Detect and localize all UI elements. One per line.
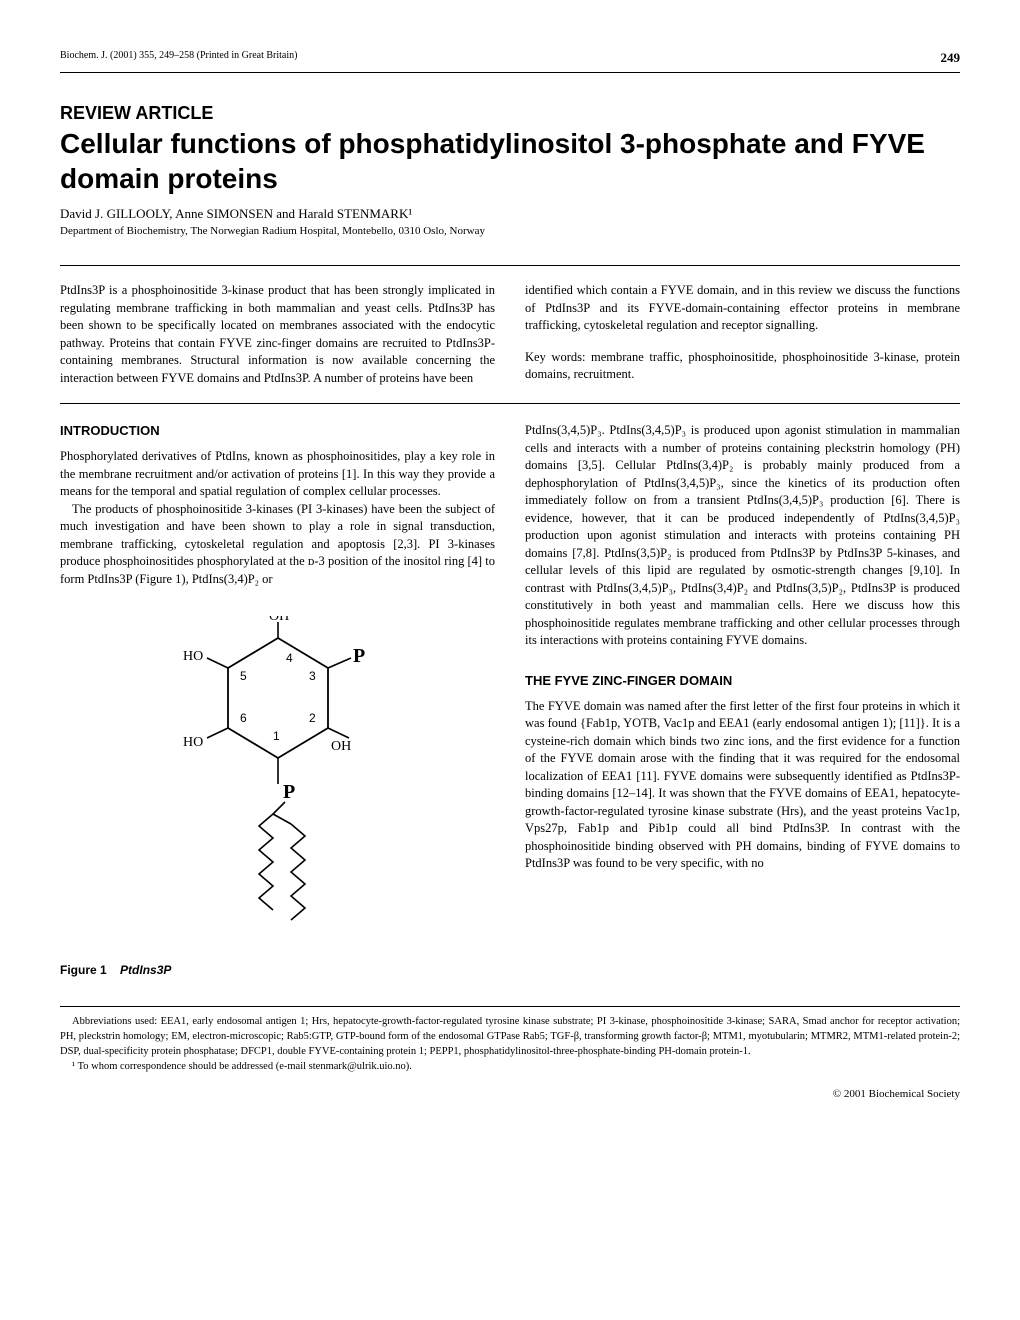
svg-text:5: 5 [240,669,247,683]
svg-text:P: P [353,645,365,667]
article-type: REVIEW ARTICLE [60,103,960,124]
svg-text:HO: HO [183,649,203,664]
authors: David J. GILLOOLY, Anne SIMONSEN and Har… [60,206,960,222]
svg-text:OH: OH [331,739,351,754]
abstract-text-right: identified which contain a FYVE domain, … [525,282,960,335]
right-paragraph-1: PtdIns(3,4,5)P₃. PtdIns(3,4,5)P₃ is prod… [525,422,960,650]
copyright: © 2001 Biochemical Society [60,1088,960,1100]
figure-1: 1 2 3 4 5 6 OH P OH HO HO P [60,616,495,932]
svg-text:OH: OH [269,616,289,624]
intro-paragraph-2: The products of phosphoinositide 3-kinas… [60,501,495,589]
right-column: PtdIns(3,4,5)P₃. PtdIns(3,4,5)P₃ is prod… [525,422,960,978]
intro-paragraph-1: Phosphorylated derivatives of PtdIns, kn… [60,448,495,501]
abbreviations-footnote: Abbreviations used: EEA1, early endosoma… [60,1015,960,1059]
journal-citation: Biochem. J. (2001) 355, 249–258 (Printed… [60,50,297,66]
abstract-right-column: identified which contain a FYVE domain, … [525,282,960,387]
abstract: PtdIns3P is a phosphoinositide 3-kinase … [60,266,960,403]
svg-text:6: 6 [240,711,247,725]
page-number: 249 [941,50,961,66]
svg-text:1: 1 [273,729,280,743]
molecule-diagram: 1 2 3 4 5 6 OH P OH HO HO P [173,616,383,926]
svg-text:3: 3 [309,669,316,683]
fyve-heading: THE FYVE ZINC-FINGER DOMAIN [525,672,960,690]
svg-text:4: 4 [286,651,293,665]
correspondence-footnote: ¹ To whom correspondence should be addre… [60,1060,960,1075]
figure-label: Figure 1 [60,963,107,977]
header-rule [60,72,960,73]
keywords: Key words: membrane traffic, phosphoinos… [525,349,960,384]
fyve-paragraph-1: The FYVE domain was named after the firs… [525,698,960,873]
abstract-bottom-rule [60,403,960,404]
svg-text:2: 2 [309,711,316,725]
affiliation: Department of Biochemistry, The Norwegia… [60,225,960,237]
svg-text:P: P [283,781,295,803]
footnotes: Abbreviations used: EEA1, early endosoma… [60,1006,960,1074]
left-column: INTRODUCTION Phosphorylated derivatives … [60,422,495,978]
article-title: Cellular functions of phosphatidylinosit… [60,126,960,196]
running-header: Biochem. J. (2001) 355, 249–258 (Printed… [60,50,960,66]
figure-title: PtdIns3P [120,963,171,977]
body-two-column: INTRODUCTION Phosphorylated derivatives … [60,422,960,978]
svg-text:HO: HO [183,735,203,750]
figure-1-caption: Figure 1 PtdIns3P [60,962,495,979]
abstract-text-left: PtdIns3P is a phosphoinositide 3-kinase … [60,283,495,385]
abstract-left-column: PtdIns3P is a phosphoinositide 3-kinase … [60,282,495,387]
introduction-heading: INTRODUCTION [60,422,495,440]
